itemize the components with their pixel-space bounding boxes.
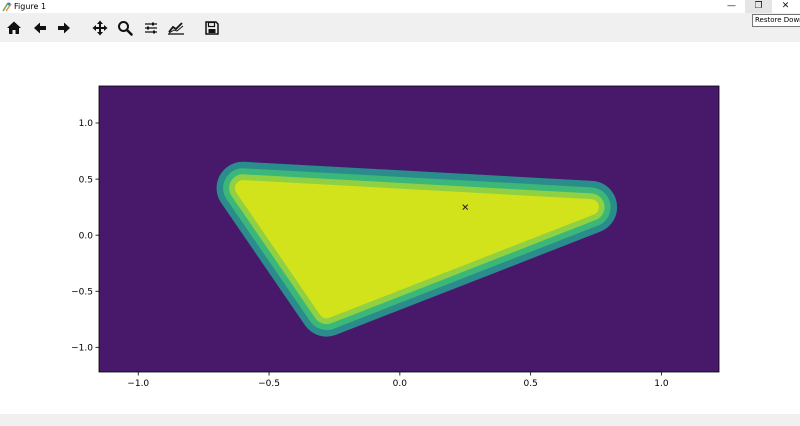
- forward-arrow-icon: [58, 22, 70, 34]
- x-tick-label: 0.0: [393, 379, 408, 389]
- minimize-button[interactable]: —: [718, 0, 745, 13]
- axes-frame: [98, 85, 720, 373]
- pan-icon: [92, 20, 108, 36]
- figure-canvas[interactable]: −1.0 −0.5 0.0 0.5 1.0 1.0 0.5 0.0 −0.5 −1.0: [0, 42, 800, 414]
- pan-button[interactable]: [91, 19, 109, 37]
- window-title: Figure 1: [14, 2, 47, 11]
- y-tick-label: 0.0: [79, 231, 94, 241]
- toolbar: [0, 13, 800, 42]
- configure-subplots-button[interactable]: [142, 19, 160, 37]
- edit-curves-icon: [168, 22, 184, 35]
- restore-down-button[interactable]: ❐: [745, 0, 772, 13]
- status-bar: [0, 414, 800, 426]
- home-icon: [7, 21, 21, 34]
- x-tick-label: 0.5: [523, 379, 537, 389]
- restore-icon: ❐: [754, 1, 763, 11]
- minimize-icon: —: [727, 1, 736, 11]
- x-tick-label: −0.5: [258, 379, 280, 389]
- x-tick-label: −1.0: [127, 379, 149, 389]
- home-button[interactable]: [5, 19, 23, 37]
- back-button[interactable]: [31, 19, 49, 37]
- edit-axes-button[interactable]: [167, 19, 185, 37]
- save-icon: [205, 21, 219, 35]
- close-button[interactable]: ✕: [772, 0, 799, 13]
- y-tick-label: −0.5: [71, 287, 93, 297]
- y-tick-label: −1.0: [71, 344, 93, 354]
- contour-plot[interactable]: −1.0 −0.5 0.0 0.5 1.0 1.0 0.5 0.0 −0.5 −1.0: [0, 42, 800, 414]
- close-icon: ✕: [781, 1, 790, 11]
- subplots-icon: [145, 22, 157, 34]
- zoom-button[interactable]: [116, 19, 134, 37]
- back-arrow-icon: [34, 22, 46, 34]
- restore-down-tooltip: Restore Down: [752, 14, 800, 27]
- x-tick-label: 1.0: [654, 379, 669, 389]
- title-bar: Figure 1 — ❐ ✕: [0, 0, 800, 13]
- save-button[interactable]: [203, 19, 221, 37]
- app-icon: [2, 2, 12, 12]
- contour-level-4: [234, 180, 599, 319]
- y-tick-label: 1.0: [79, 119, 94, 129]
- forward-button[interactable]: [55, 19, 73, 37]
- point-marker: [462, 204, 469, 210]
- y-tick-label: 0.5: [79, 175, 93, 185]
- zoom-icon: [118, 21, 133, 36]
